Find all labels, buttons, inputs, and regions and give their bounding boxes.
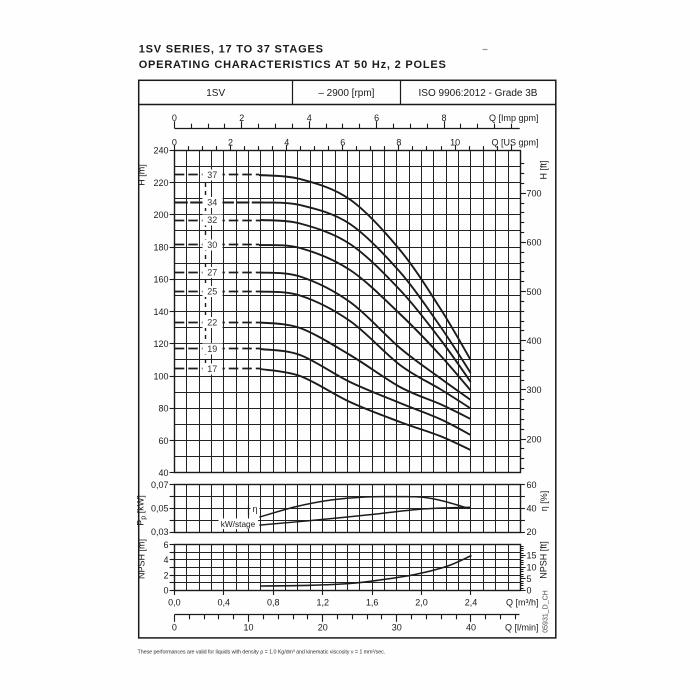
svg-text:20: 20 xyxy=(527,527,537,537)
svg-text:2,4: 2,4 xyxy=(465,598,478,608)
svg-text:5: 5 xyxy=(527,574,532,584)
svg-text:NPSH [m]: NPSH [m] xyxy=(136,539,146,579)
svg-text:8: 8 xyxy=(441,113,446,123)
svg-text:40: 40 xyxy=(527,504,537,514)
svg-text:60: 60 xyxy=(527,480,537,490)
svg-text:2,0: 2,0 xyxy=(415,598,428,608)
svg-text:17: 17 xyxy=(207,364,217,374)
svg-text:400: 400 xyxy=(527,336,542,346)
svg-text:0,0: 0,0 xyxy=(168,598,181,608)
svg-text:40: 40 xyxy=(158,468,168,478)
svg-text:η: η xyxy=(252,504,257,514)
svg-text:27: 27 xyxy=(207,268,217,278)
svg-text:η [%]: η [%] xyxy=(539,491,549,512)
svg-text:160: 160 xyxy=(153,275,168,285)
svg-text:NPSH [ft]: NPSH [ft] xyxy=(539,541,549,579)
svg-text:22: 22 xyxy=(207,318,217,328)
svg-text:15: 15 xyxy=(527,551,537,561)
svg-text:0: 0 xyxy=(163,586,168,596)
svg-text:0: 0 xyxy=(172,622,177,632)
svg-text:1,2: 1,2 xyxy=(316,598,329,608)
svg-text:2: 2 xyxy=(163,570,168,580)
svg-text:200: 200 xyxy=(153,210,168,220)
svg-text:200: 200 xyxy=(527,434,542,444)
svg-text:0,03: 0,03 xyxy=(151,527,169,537)
svg-text:80: 80 xyxy=(158,404,168,414)
svg-text:700: 700 xyxy=(527,189,542,199)
svg-text:kW/stage: kW/stage xyxy=(221,519,256,529)
svg-text:1SV: 1SV xyxy=(206,88,225,99)
svg-text:4: 4 xyxy=(163,555,168,565)
svg-text:05931_D_CH: 05931_D_CH xyxy=(543,590,550,632)
svg-text:40: 40 xyxy=(466,622,476,632)
svg-text:These performances are valid f: These performances are valid for liquids… xyxy=(138,650,386,656)
svg-text:300: 300 xyxy=(527,385,542,395)
svg-text:OPERATING CHARACTERISTICS AT 5: OPERATING CHARACTERISTICS AT 50 Hz, 2 PO… xyxy=(139,59,447,71)
svg-text:19: 19 xyxy=(207,344,217,354)
svg-text:10: 10 xyxy=(243,622,253,632)
svg-text:0: 0 xyxy=(172,137,177,147)
svg-text:4: 4 xyxy=(307,113,312,123)
svg-text:220: 220 xyxy=(153,178,168,188)
svg-text:37: 37 xyxy=(207,170,217,180)
svg-text:2: 2 xyxy=(239,113,244,123)
svg-text:1,6: 1,6 xyxy=(366,598,379,608)
svg-text:6: 6 xyxy=(163,540,168,550)
svg-text:Q [m³/h]: Q [m³/h] xyxy=(506,598,539,608)
svg-text:100: 100 xyxy=(153,371,168,381)
svg-text:140: 140 xyxy=(153,307,168,317)
svg-text:32: 32 xyxy=(207,215,217,225)
svg-text:0: 0 xyxy=(527,586,532,596)
svg-text:10: 10 xyxy=(527,562,537,572)
svg-text:0: 0 xyxy=(172,113,177,123)
svg-text:0,07: 0,07 xyxy=(151,480,169,490)
svg-text:Q [Imp gpm]: Q [Imp gpm] xyxy=(489,113,539,123)
svg-text:20: 20 xyxy=(318,622,328,632)
svg-text:4: 4 xyxy=(284,137,289,147)
svg-text:180: 180 xyxy=(153,242,168,252)
svg-text:0,4: 0,4 xyxy=(218,598,231,608)
svg-text:H [ft]: H [ft] xyxy=(539,160,549,179)
svg-text:0,8: 0,8 xyxy=(267,598,280,608)
svg-text:30: 30 xyxy=(392,622,402,632)
svg-text:H [m]: H [m] xyxy=(137,164,147,186)
svg-text:120: 120 xyxy=(153,339,168,349)
svg-text:30: 30 xyxy=(207,240,217,250)
svg-text:6: 6 xyxy=(340,137,345,147)
svg-text:6: 6 xyxy=(374,113,379,123)
svg-text:2: 2 xyxy=(228,137,233,147)
svg-text:Q [US gpm]: Q [US gpm] xyxy=(491,137,538,147)
svg-text:1SV SERIES, 17 TO 37 STAGES: 1SV SERIES, 17 TO 37 STAGES xyxy=(139,44,324,56)
svg-text:500: 500 xyxy=(527,287,542,297)
svg-text:25: 25 xyxy=(207,287,217,297)
svg-text:34: 34 xyxy=(207,198,217,208)
svg-text:240: 240 xyxy=(153,146,168,156)
svg-text:– 2900 [rpm]: – 2900 [rpm] xyxy=(318,88,374,99)
svg-text:Q [l/min]: Q [l/min] xyxy=(505,622,539,632)
svg-text:0,05: 0,05 xyxy=(151,504,169,514)
svg-text:8: 8 xyxy=(396,137,401,147)
svg-text:ISO 9906:2012 - Grade 3B: ISO 9906:2012 - Grade 3B xyxy=(419,88,538,99)
svg-text:60: 60 xyxy=(158,436,168,446)
svg-text:600: 600 xyxy=(527,238,542,248)
svg-text:10: 10 xyxy=(450,137,460,147)
